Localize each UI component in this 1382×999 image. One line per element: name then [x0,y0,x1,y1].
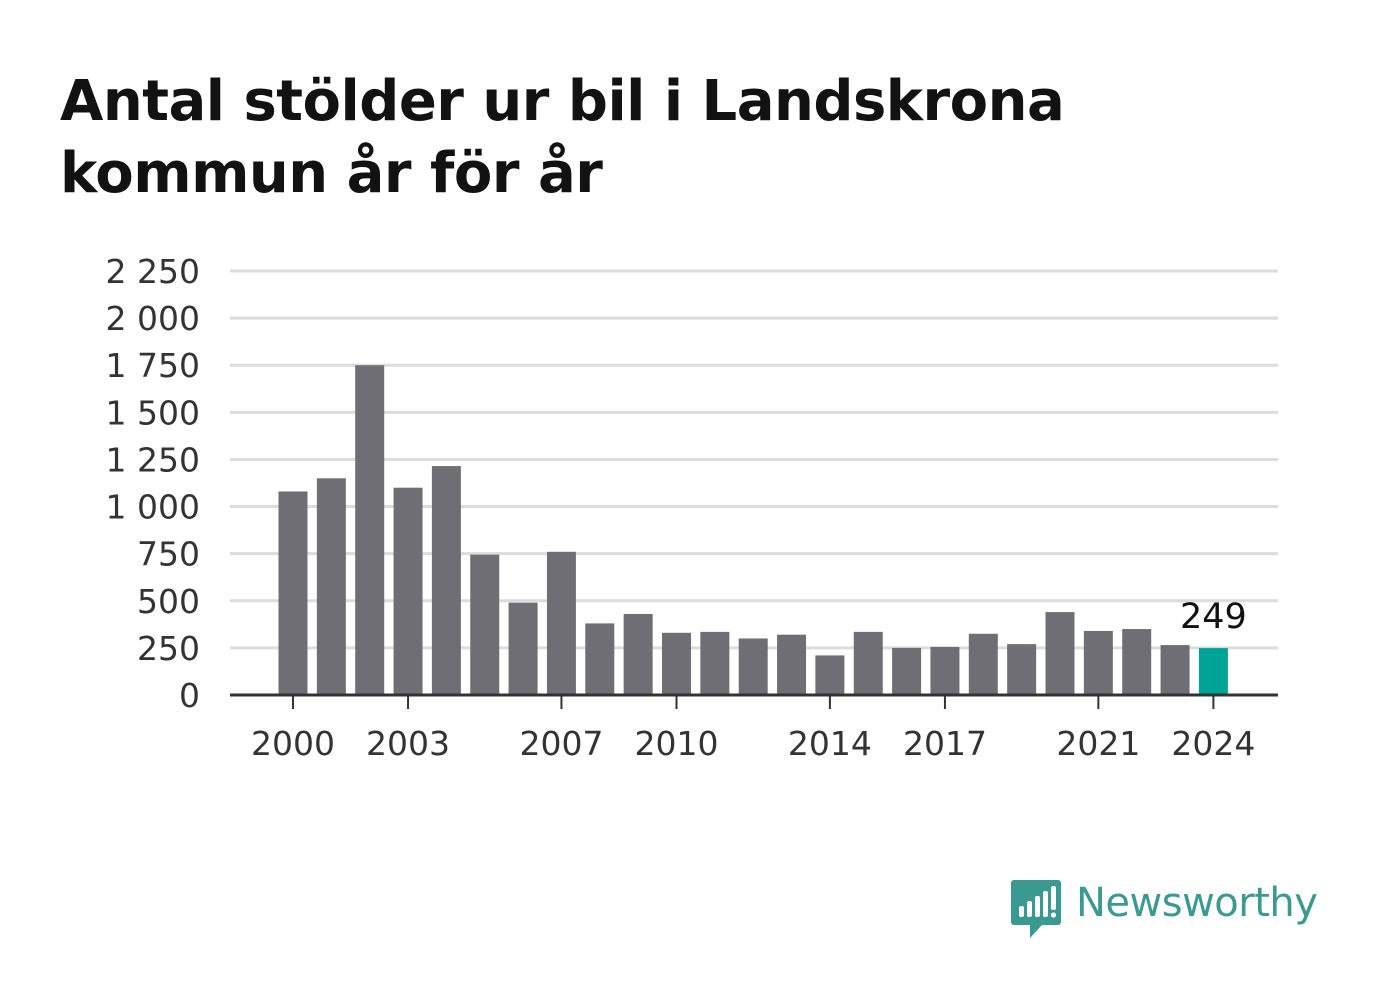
bar-2023 [1160,645,1190,695]
bar-2014 [815,655,845,695]
chart-title: Antal stölder ur bil i Landskrona kommun… [60,69,1065,206]
bar-2024 [1198,648,1228,695]
bar-2002 [355,365,385,695]
bar-2011 [700,631,730,695]
bar-2012 [738,638,768,695]
bar-2004 [431,466,461,695]
y-tick-label: 1 500 [106,393,200,432]
y-tick-label: 1 000 [106,488,200,527]
bar-2016 [892,647,922,695]
x-axis-tick-labels: 2000 2003 2007 2010 2014 2017 2021 2024 [251,724,1255,763]
bar-2003 [393,487,423,695]
y-tick-label: 1 750 [106,346,200,385]
grid-lines [230,269,1278,650]
bar-2006 [508,602,538,695]
y-tick-label: 500 [137,582,200,621]
x-tick-label: 2007 [519,724,603,763]
bar-2018 [968,633,998,695]
x-tick-label: 2000 [251,724,335,763]
y-tick-label: 2 250 [106,252,200,291]
bar-2013 [777,634,807,695]
data-label-2024: 249 [1180,597,1247,637]
x-tick-label: 2014 [788,724,872,763]
y-tick-label: 1 250 [106,440,200,479]
speech-bubble-bar-chart-icon [1011,880,1061,938]
annotations: 249 [1180,597,1247,637]
bar-2001 [316,478,346,695]
x-tick-label: 2003 [366,724,450,763]
x-tick-label: 2024 [1171,724,1255,763]
x-tick-label: 2010 [635,724,719,763]
y-tick-label: 250 [137,629,200,668]
brand-name: Newsworthy [1076,880,1318,926]
bar-2022 [1122,629,1152,695]
bar-2007 [546,551,576,695]
bar-2005 [470,554,500,695]
bar-2009 [623,613,653,695]
bars [278,365,1228,695]
bar-2019 [1007,644,1037,695]
bar-2015 [853,631,883,695]
bar-2008 [585,623,615,695]
bar-2000 [278,491,308,695]
x-tick-label: 2021 [1056,724,1140,763]
brand: Newsworthy [1010,878,1318,940]
bar-2020 [1045,612,1075,695]
bar-2017 [930,646,960,695]
y-tick-label: 2 000 [106,299,200,338]
bar-2010 [662,632,691,695]
y-tick-label: 0 [179,676,200,715]
x-axis [230,693,1278,709]
x-tick-label: 2017 [903,724,987,763]
y-tick-label: 750 [137,535,200,574]
bar-2021 [1083,630,1113,695]
y-axis-tick-labels: 0 250 500 750 1 000 1 250 1 500 1 750 2 000 2 250 [106,252,200,715]
